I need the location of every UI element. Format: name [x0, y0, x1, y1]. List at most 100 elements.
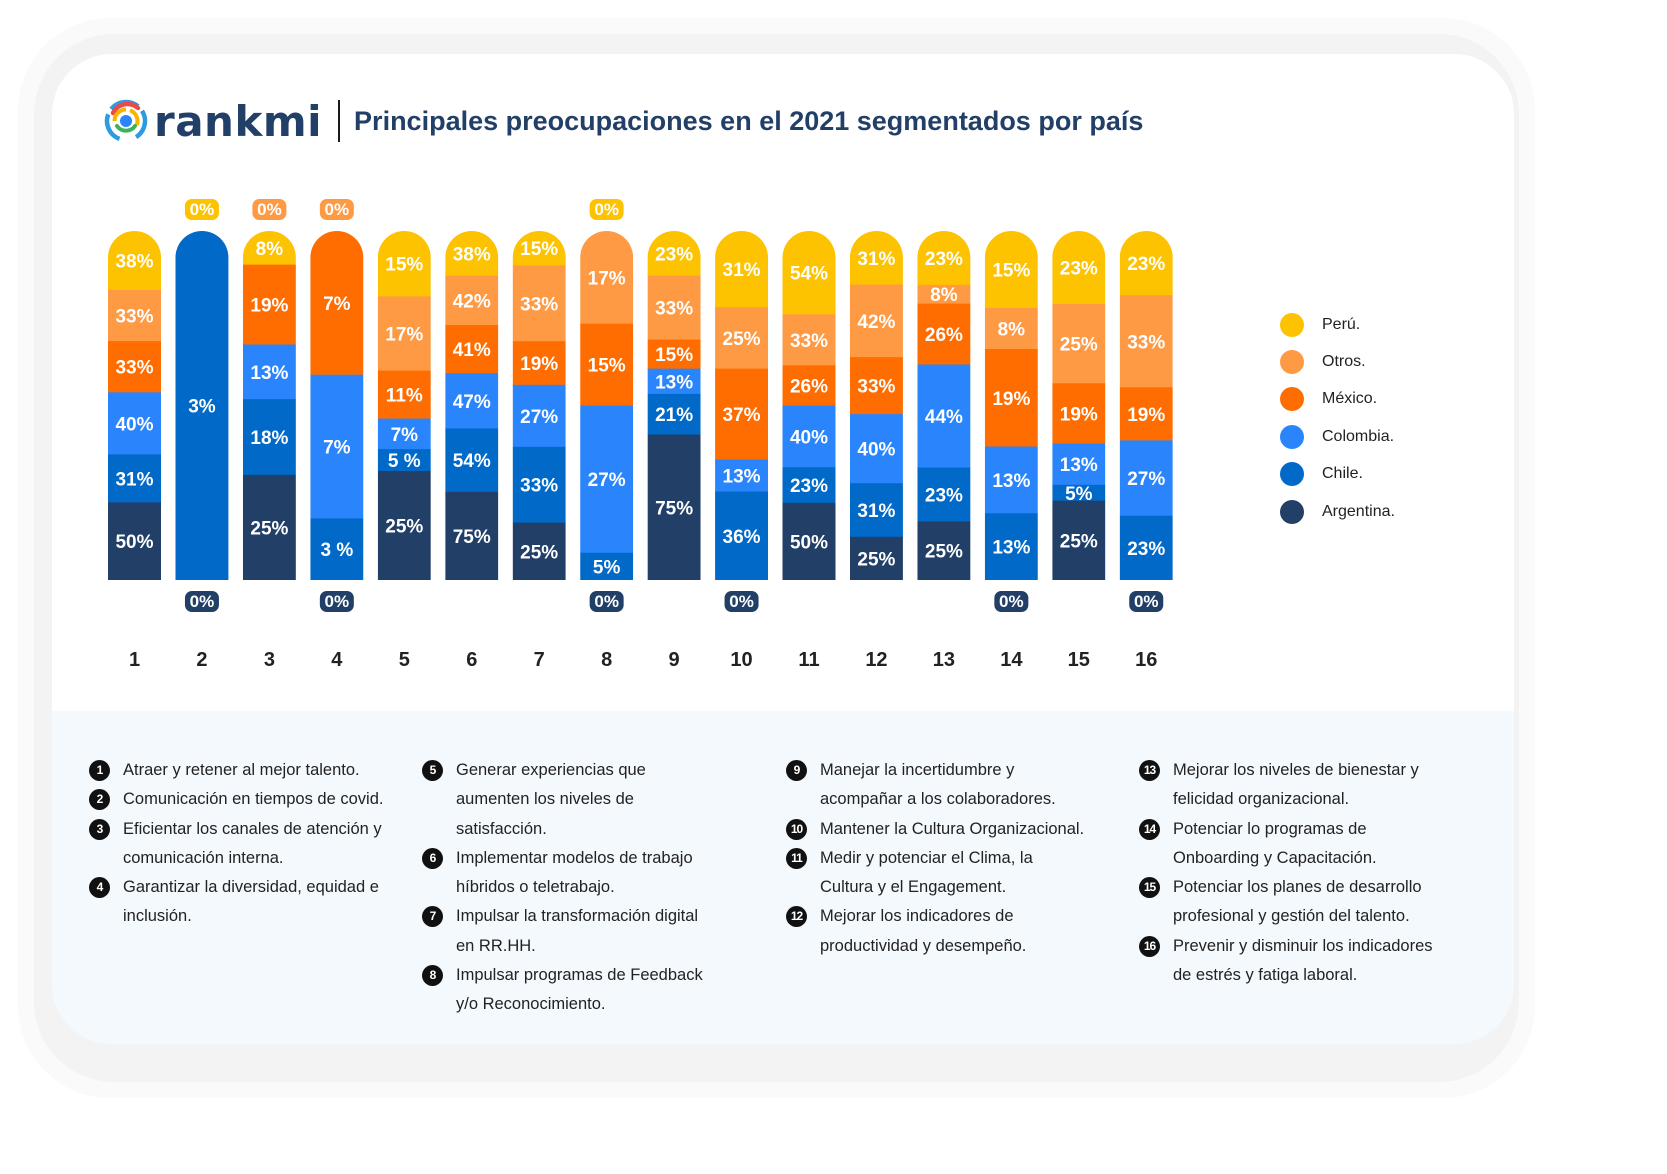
zero-badge-label: 0% — [594, 592, 619, 611]
data-label: 27% — [520, 407, 558, 428]
bar-segment — [1119, 231, 1173, 296]
chart-legend: Perú. Otros. México. Colombia. Chile. Argenti… — [1280, 306, 1395, 530]
number-badge-icon: 15 — [1139, 877, 1160, 899]
bar-7 — [512, 231, 566, 580]
data-label: 75% — [453, 527, 491, 548]
bar-segment — [917, 231, 971, 286]
data-label: 33% — [655, 299, 693, 320]
number-badge-icon: 2 — [89, 789, 110, 811]
x-tick-label: 12 — [865, 649, 887, 671]
data-label: 25% — [250, 518, 288, 539]
data-label: 5% — [593, 557, 621, 578]
bar-segment — [849, 414, 903, 484]
bottom-zero-badge — [1129, 591, 1164, 612]
bar-segment — [917, 303, 971, 366]
bar-segment — [580, 323, 634, 406]
data-label: 31% — [115, 469, 153, 490]
top-zero-badge — [252, 199, 287, 220]
legend-swatch-icon — [1280, 387, 1304, 412]
data-label: 54% — [790, 264, 828, 285]
number-badge-icon: 13 — [1139, 760, 1160, 781]
bar-6 — [445, 231, 499, 580]
bar-segment — [108, 289, 161, 342]
legend-item: Otros. — [1280, 343, 1395, 380]
data-label: 11% — [386, 386, 423, 407]
concern-item: 11 Medir y potenciar el Clima, la Cultura… — [786, 844, 1085, 903]
bar-segment — [1052, 303, 1106, 384]
bar-segment — [715, 459, 769, 493]
bar-segment — [1052, 443, 1106, 486]
data-label: 25% — [520, 542, 558, 563]
concern-text: Potenciar los planes de desarrollo profe… — [1173, 878, 1422, 926]
data-label: 15% — [588, 356, 626, 377]
bar-2 — [175, 231, 229, 580]
bar-segment — [715, 231, 769, 308]
bar-segment — [512, 522, 566, 580]
data-label: 7% — [323, 438, 351, 459]
bar-segment — [512, 446, 566, 524]
data-label: 33% — [115, 307, 153, 328]
data-label: 8% — [930, 285, 958, 306]
data-label: 23% — [790, 476, 828, 497]
data-label: 17% — [588, 268, 626, 289]
bar-14 — [984, 231, 1038, 580]
bar-1 — [108, 231, 161, 580]
bar-segment — [715, 491, 769, 580]
data-label: 31% — [857, 249, 895, 270]
data-label: 3% — [188, 397, 216, 418]
bar-segment — [580, 231, 634, 325]
legend-swatch-icon — [1280, 499, 1304, 524]
x-tick-label: 4 — [331, 649, 343, 671]
concern-item: 15 Potenciar los planes de desarrollo pro… — [1139, 873, 1438, 932]
zero-badge-label: 0% — [190, 592, 215, 611]
legend-label: Otros. — [1322, 353, 1366, 371]
data-label: 36% — [723, 527, 761, 548]
bar-segment — [849, 284, 903, 358]
bar-segment — [377, 470, 431, 580]
bar-segment — [647, 368, 701, 395]
legend-label: Perú. — [1322, 315, 1361, 333]
concern-text: Comunicación en tiempos de covid. — [123, 790, 384, 809]
x-tick-label: 6 — [466, 649, 477, 671]
data-label: 25% — [925, 542, 963, 563]
data-label: 27% — [1127, 469, 1165, 490]
data-label: 19% — [250, 296, 288, 317]
header-divider — [338, 100, 341, 142]
data-label: 15% — [992, 260, 1030, 281]
bar-12 — [849, 231, 903, 580]
rankmi-logo-icon — [104, 99, 148, 143]
bar-segment — [242, 264, 296, 346]
bar-segment — [580, 552, 634, 580]
bar-segment — [647, 393, 701, 436]
bar-segment — [984, 307, 1038, 350]
x-tick-label: 14 — [1000, 649, 1023, 671]
data-label: 54% — [453, 451, 491, 472]
data-label: 13% — [655, 372, 693, 393]
bar-13 — [917, 231, 971, 580]
x-tick-label: 9 — [669, 649, 680, 671]
concern-item: 4 Garantizar la diversidad, equidad e inc… — [89, 873, 388, 932]
bottom-zero-badge — [319, 591, 354, 612]
data-label: 33% — [790, 331, 828, 352]
data-label: 50% — [790, 532, 828, 553]
number-badge-icon: 12 — [786, 906, 807, 928]
concern-text: Impulsar la transformación digital en RR… — [456, 907, 699, 955]
data-label: 21% — [655, 405, 693, 426]
number-badge-icon: 5 — [422, 760, 443, 781]
bar-segment — [984, 349, 1038, 448]
legend-item: Chile. — [1280, 456, 1395, 493]
bar-segment — [108, 231, 161, 291]
bar-segment — [377, 296, 431, 372]
number-badge-icon: 10 — [786, 818, 807, 840]
brand-name: rankmi — [154, 96, 323, 146]
data-label: 42% — [857, 312, 895, 333]
legend-label: Colombia. — [1322, 427, 1395, 445]
data-label: 44% — [925, 407, 963, 428]
bar-segment — [715, 307, 769, 370]
top-zero-badge — [184, 199, 219, 220]
data-label: 15% — [655, 345, 693, 366]
data-label: 25% — [1060, 335, 1098, 356]
bottom-zero-badge — [589, 591, 624, 612]
bar-segment — [108, 341, 161, 393]
bar-segment — [445, 491, 499, 580]
